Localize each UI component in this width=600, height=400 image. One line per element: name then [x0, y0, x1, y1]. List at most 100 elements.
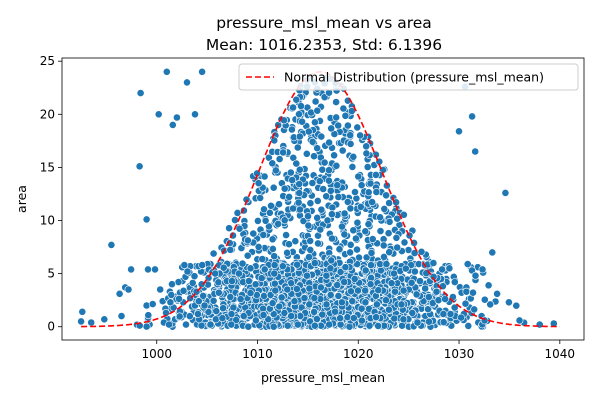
scatter-point — [283, 321, 292, 330]
scatter-point — [429, 259, 438, 267]
scatter-point — [399, 286, 408, 295]
scatter-point — [293, 143, 302, 152]
scatter-point — [172, 113, 181, 122]
scatter-point — [289, 204, 297, 213]
legend-box — [238, 63, 579, 91]
x-tick-label: 1020 — [343, 347, 374, 361]
scatter-point — [264, 153, 273, 162]
scatter-point — [279, 148, 287, 157]
scatter-point — [214, 288, 223, 297]
scatter-point — [243, 251, 252, 260]
scatter-point — [148, 300, 157, 308]
scatter-point — [333, 281, 342, 289]
scatter-point — [257, 274, 266, 283]
y-tick-label: 25 — [40, 54, 55, 68]
scatter-point — [424, 305, 432, 314]
y-tick-label: 15 — [40, 160, 55, 174]
scatter-point — [115, 289, 124, 298]
scatter-point — [515, 316, 524, 325]
scatter-point — [271, 286, 280, 295]
scatter-point — [310, 152, 318, 161]
scatter-point — [185, 312, 194, 321]
scatter-point — [343, 197, 352, 206]
scatter-point — [246, 264, 255, 273]
scatter-point — [251, 280, 260, 289]
scatter-point — [244, 322, 253, 331]
scatter-point — [270, 261, 279, 269]
legend: Normal Distribution (pressure_msl_mean) — [238, 63, 579, 91]
scatter-point — [156, 285, 165, 294]
scatter-point — [325, 166, 333, 175]
scatter-point — [364, 220, 373, 229]
scatter-point — [299, 217, 308, 225]
scatter-point — [401, 264, 410, 273]
scatter-point — [464, 321, 473, 330]
scatter-point — [340, 278, 349, 286]
scatter-point — [77, 317, 85, 326]
scatter-point — [470, 305, 479, 314]
scatter-point — [295, 165, 304, 174]
scatter-point — [198, 261, 207, 269]
scatter-point — [512, 301, 521, 310]
scatter-point — [144, 311, 153, 320]
scatter-point — [356, 131, 364, 140]
scatter-point — [190, 272, 199, 281]
x-axis: 1000 1010 1020 1030 1040 — [141, 340, 575, 361]
scatter-points — [77, 67, 558, 331]
scatter-point — [270, 279, 279, 288]
scatter-point — [144, 265, 152, 274]
y-tick-label: 10 — [40, 214, 55, 228]
scatter-point — [361, 266, 370, 275]
scatter-point — [154, 110, 163, 119]
scatter-point — [259, 230, 268, 239]
scatter-point — [391, 287, 399, 296]
scatter-point — [384, 305, 393, 314]
scatter-point — [304, 127, 313, 136]
x-axis-label: pressure_msl_mean — [261, 370, 385, 385]
scatter-point — [340, 230, 349, 239]
scatter-point — [288, 176, 297, 184]
scatter-point — [332, 98, 340, 106]
scatter-point — [385, 217, 394, 226]
scatter-point — [285, 192, 293, 201]
scatter-point — [361, 286, 370, 295]
scatter-point — [305, 300, 314, 309]
scatter-point — [151, 265, 159, 274]
scatter-point — [333, 181, 342, 190]
scatter-point — [353, 123, 362, 132]
scatter-point — [392, 233, 401, 242]
scatter-point — [361, 227, 370, 236]
scatter-point — [493, 289, 501, 298]
scatter-point — [317, 205, 326, 214]
scatter-point — [325, 320, 334, 329]
scatter-point — [416, 277, 424, 285]
scatter-point — [349, 152, 358, 161]
scatter-point — [327, 124, 336, 133]
scatter-point — [304, 212, 312, 221]
scatter-point — [387, 279, 396, 288]
scatter-point — [343, 121, 352, 130]
scatter-point — [346, 204, 355, 213]
scatter-point — [457, 313, 465, 322]
scatter-point — [445, 264, 454, 273]
scatter-point — [412, 290, 421, 299]
scatter-point — [323, 216, 332, 225]
scatter-point — [372, 313, 380, 322]
scatter-point — [270, 252, 279, 261]
scatter-point — [346, 139, 355, 148]
scatter-point — [293, 260, 302, 269]
scatter-point — [295, 110, 303, 119]
scatter-point — [254, 242, 263, 251]
scatter-point — [332, 161, 341, 170]
scatter-point — [348, 297, 357, 306]
scatter-point — [228, 277, 236, 285]
scatter-point — [175, 294, 183, 303]
scatter-point — [480, 295, 489, 304]
scatter-point — [372, 188, 381, 196]
scatter-point — [438, 265, 446, 274]
scatter-point — [278, 262, 287, 271]
scatter-point — [318, 165, 327, 174]
scatter-point — [349, 314, 358, 322]
scatter-point — [298, 117, 306, 126]
scatter-point — [363, 163, 372, 171]
